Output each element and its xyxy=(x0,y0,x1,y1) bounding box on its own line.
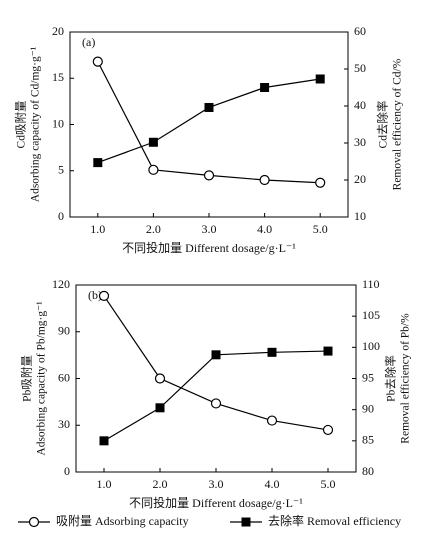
y2-tick-label: 40 xyxy=(354,98,366,112)
square-marker xyxy=(204,102,214,112)
y-tick-label: 5 xyxy=(58,163,64,177)
x-tick-label: 4.0 xyxy=(265,477,280,491)
square-marker xyxy=(260,83,270,92)
y2-tick-label: 90 xyxy=(362,401,374,415)
y-tick-label: 90 xyxy=(58,324,70,338)
circle-marker xyxy=(203,170,215,181)
y2-axis-label: Removal efficiency of Cd/% xyxy=(392,58,404,190)
panel-label: (a) xyxy=(82,35,95,49)
circle-marker xyxy=(154,373,166,384)
legend-label: 去除率 Removal efficiency xyxy=(268,513,401,528)
y2-tick-label: 10 xyxy=(354,209,366,223)
y-axis-label: Adsorbing capacity of Cd/mg·g⁻¹ xyxy=(30,46,42,202)
y2-axis-label: Cd去除率 xyxy=(376,101,390,149)
square-marker xyxy=(99,436,109,446)
y2-tick-label: 85 xyxy=(362,433,374,447)
y2-tick-label: 95 xyxy=(362,370,374,384)
square-marker xyxy=(155,403,165,413)
y-tick-label: 15 xyxy=(52,70,64,84)
legend-circle xyxy=(28,516,40,528)
y2-axis-label: Removal efficiency of Pb/% xyxy=(400,313,412,444)
circle-marker xyxy=(259,174,270,186)
x-tick-label: 3.0 xyxy=(202,222,217,236)
square-marker xyxy=(148,137,158,147)
y-tick-label: 30 xyxy=(58,417,70,431)
square-marker xyxy=(315,74,325,84)
y2-tick-label: 30 xyxy=(354,135,366,149)
y2-tick-label: 60 xyxy=(354,24,366,38)
x-tick-label: 2.0 xyxy=(146,222,161,236)
y2-axis-label: Pb去除率 xyxy=(384,355,398,402)
circle-marker xyxy=(210,398,222,409)
series-line xyxy=(103,295,329,431)
y2-tick-label: 110 xyxy=(362,277,380,291)
y-tick-label: 10 xyxy=(52,116,64,130)
panel-label: (b) xyxy=(88,288,102,302)
series-line xyxy=(97,61,321,184)
circle-marker xyxy=(98,290,110,302)
y-tick-label: 60 xyxy=(58,370,70,384)
y-tick-label: 20 xyxy=(52,24,64,38)
square-marker xyxy=(323,346,333,356)
circle-marker xyxy=(148,164,159,175)
plot-frame xyxy=(75,284,357,473)
square-marker xyxy=(267,347,277,357)
x-axis-label: 不同投加量 Different dosage/g·L⁻¹ xyxy=(122,240,296,255)
square-marker xyxy=(211,350,221,360)
y2-tick-label: 20 xyxy=(354,172,366,186)
square-marker xyxy=(93,158,103,168)
y2-tick-label: 80 xyxy=(362,464,374,478)
x-tick-label: 1.0 xyxy=(97,477,112,491)
circle-marker xyxy=(322,424,334,436)
series-line xyxy=(97,78,321,164)
legend-square xyxy=(241,517,251,527)
x-axis-label: 不同投加量 Different dosage/g·L⁻¹ xyxy=(129,495,303,510)
x-tick-label: 1.0 xyxy=(90,222,105,236)
y-axis-label: Pb吸附量 xyxy=(20,355,34,402)
y-tick-label: 120 xyxy=(52,277,70,291)
y-axis-label: Adsorbing capacity of Pb/mg·g⁻¹ xyxy=(36,301,48,456)
x-tick-label: 5.0 xyxy=(313,222,328,236)
y2-tick-label: 50 xyxy=(354,61,366,75)
y2-tick-label: 105 xyxy=(362,308,380,322)
legend-label: 吸附量 Adsorbing capacity xyxy=(56,514,189,528)
circle-marker xyxy=(266,415,278,426)
circle-marker xyxy=(92,56,103,67)
y-axis-label: Cd吸附量 xyxy=(14,101,28,149)
x-tick-label: 3.0 xyxy=(209,477,224,491)
plot-frame xyxy=(69,31,349,218)
x-tick-label: 5.0 xyxy=(321,477,336,491)
y-tick-label: 0 xyxy=(58,209,64,223)
series-line xyxy=(103,350,329,442)
x-tick-label: 2.0 xyxy=(153,477,168,491)
y-tick-label: 0 xyxy=(64,464,70,478)
y2-tick-label: 100 xyxy=(362,339,380,353)
x-tick-label: 4.0 xyxy=(257,222,272,236)
circle-marker xyxy=(315,177,326,188)
